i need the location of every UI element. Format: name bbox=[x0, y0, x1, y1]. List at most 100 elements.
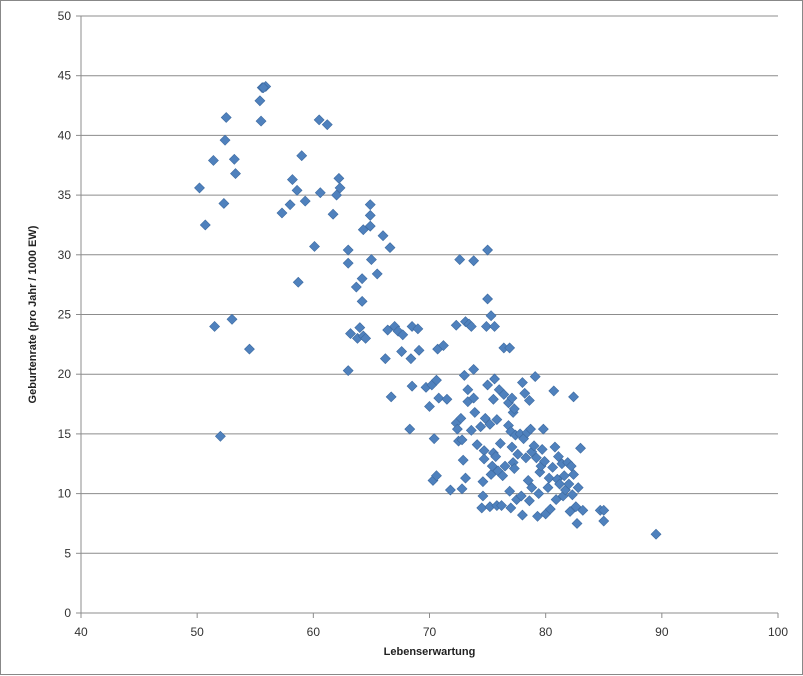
data-point bbox=[491, 414, 503, 425]
data-point bbox=[544, 503, 556, 515]
data-point bbox=[354, 322, 366, 334]
data-point bbox=[444, 484, 456, 496]
y-tick-label: 45 bbox=[58, 69, 72, 83]
data-point bbox=[455, 412, 467, 424]
data-point bbox=[532, 510, 543, 522]
tick-labels: 0 5 10 15 20 25 30 35 40 45 50 40 50 60 70 80 90 100 bbox=[58, 9, 789, 639]
data-point bbox=[489, 373, 500, 385]
data-point bbox=[371, 268, 383, 280]
data-point bbox=[563, 478, 575, 490]
data-point bbox=[487, 393, 499, 405]
data-point bbox=[462, 384, 474, 396]
data-point bbox=[433, 392, 445, 404]
data-point bbox=[314, 187, 326, 199]
data-point bbox=[515, 490, 527, 502]
data-point bbox=[469, 406, 481, 418]
x-tick-label: 50 bbox=[190, 625, 204, 639]
data-point bbox=[465, 321, 477, 332]
data-point bbox=[468, 392, 480, 404]
data-point bbox=[321, 119, 333, 131]
data-point bbox=[379, 353, 391, 365]
data-point bbox=[438, 340, 449, 351]
data-point bbox=[230, 168, 241, 180]
data-point bbox=[226, 313, 238, 325]
data-point bbox=[598, 504, 610, 516]
data-point bbox=[568, 469, 579, 480]
y-tick-label: 0 bbox=[64, 606, 71, 620]
data-point bbox=[209, 321, 221, 332]
data-point bbox=[199, 219, 211, 231]
data-point bbox=[537, 423, 549, 435]
data-point bbox=[286, 174, 298, 186]
data-point bbox=[456, 483, 468, 495]
data-point bbox=[496, 500, 507, 511]
data-point bbox=[431, 470, 442, 482]
data-point bbox=[194, 182, 205, 194]
data-point bbox=[508, 403, 520, 415]
x-tick-label: 60 bbox=[307, 625, 321, 639]
y-tick-label: 25 bbox=[58, 308, 72, 322]
data-point bbox=[478, 453, 490, 465]
data-point bbox=[450, 319, 462, 331]
y-tick-label: 5 bbox=[64, 546, 71, 560]
data-point bbox=[485, 469, 497, 480]
data-point bbox=[508, 463, 520, 474]
data-point bbox=[465, 424, 477, 436]
data-point bbox=[428, 433, 440, 445]
data-point bbox=[365, 254, 377, 266]
data-point bbox=[404, 423, 416, 435]
data-point bbox=[476, 502, 488, 514]
x-tick-label: 70 bbox=[423, 625, 437, 639]
data-point bbox=[468, 363, 480, 375]
data-point bbox=[477, 490, 489, 502]
x-axis-title: Lebenserwartung bbox=[384, 646, 476, 658]
data-point bbox=[504, 485, 516, 497]
axes bbox=[76, 15, 779, 618]
data-point bbox=[299, 195, 311, 207]
data-point bbox=[219, 134, 231, 146]
data-point bbox=[334, 182, 346, 194]
data-point bbox=[530, 452, 542, 464]
data-point bbox=[550, 494, 562, 505]
data-point bbox=[460, 472, 471, 484]
data-point bbox=[566, 489, 578, 501]
data-point bbox=[498, 389, 510, 400]
data-point bbox=[424, 401, 435, 412]
data-point bbox=[397, 329, 409, 341]
data-point bbox=[543, 472, 555, 484]
data-point bbox=[504, 342, 516, 354]
data-point bbox=[542, 482, 554, 494]
data-point bbox=[523, 395, 535, 406]
data-point bbox=[482, 244, 494, 256]
y-tick-label: 10 bbox=[58, 487, 72, 501]
data-point bbox=[327, 208, 339, 220]
data-point bbox=[519, 387, 531, 399]
data-point bbox=[486, 460, 498, 472]
data-point bbox=[456, 434, 468, 446]
data-point bbox=[345, 328, 356, 340]
data-point bbox=[350, 281, 362, 293]
data-point bbox=[254, 95, 266, 107]
data-points bbox=[194, 81, 662, 540]
data-point bbox=[506, 441, 518, 453]
data-point bbox=[650, 528, 662, 540]
data-point bbox=[342, 257, 354, 269]
data-point bbox=[364, 209, 376, 221]
data-point bbox=[477, 476, 489, 488]
data-point bbox=[529, 371, 541, 383]
x-tick-label: 80 bbox=[539, 625, 553, 639]
data-point bbox=[228, 153, 240, 165]
data-point bbox=[598, 515, 610, 527]
data-point bbox=[357, 224, 369, 236]
data-point bbox=[451, 423, 463, 435]
data-point bbox=[475, 421, 487, 433]
data-point bbox=[458, 369, 470, 381]
y-tick-label: 50 bbox=[58, 9, 72, 23]
data-point bbox=[257, 82, 269, 94]
data-point bbox=[554, 478, 566, 490]
data-point bbox=[244, 343, 255, 355]
data-point bbox=[512, 448, 524, 460]
data-point bbox=[525, 423, 536, 435]
data-point bbox=[517, 377, 528, 388]
